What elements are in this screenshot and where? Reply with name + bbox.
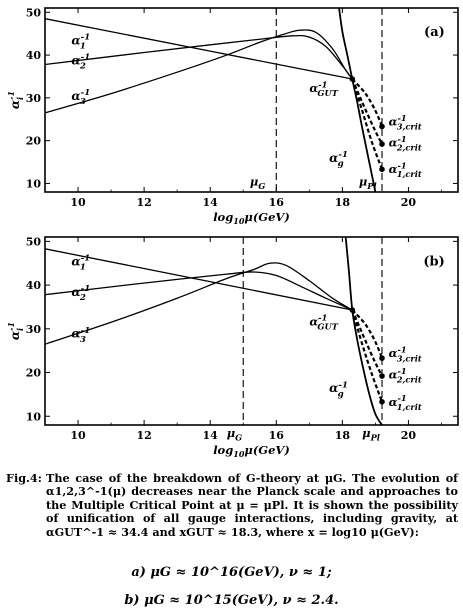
y-tick-label: 20 bbox=[26, 367, 42, 380]
branch-alpha1-crit-point bbox=[379, 399, 385, 405]
series-alpha1 bbox=[45, 248, 353, 311]
label-mu-g: μG bbox=[250, 175, 265, 191]
x-tick-label: 10 bbox=[70, 429, 86, 442]
branch-alpha1-crit-point bbox=[379, 166, 385, 173]
label-alpha3-crit: α-1 3,crit bbox=[389, 113, 422, 133]
series-alpha-g bbox=[338, 8, 377, 192]
label-alpha1-crit: α-1 1,crit bbox=[389, 161, 422, 181]
label-alpha-g: α-1 g bbox=[329, 150, 348, 169]
label-alpha3: α-1 3 bbox=[71, 88, 90, 107]
branch-alpha3-crit bbox=[351, 309, 384, 359]
gut-point bbox=[349, 307, 356, 313]
y-tick-label: 30 bbox=[26, 92, 42, 105]
x-tick-label: 16 bbox=[269, 196, 285, 209]
x-tick-label: 14 bbox=[203, 429, 219, 442]
figure-caption: Fig.4: The case of the breakdown of G-th… bbox=[6, 471, 458, 539]
label-alpha2-crit: α-1 2,crit bbox=[389, 366, 422, 386]
branch-alpha2-crit bbox=[351, 309, 383, 377]
branch-alpha3-crit-point bbox=[379, 355, 385, 361]
x-tick-label: 20 bbox=[401, 196, 417, 209]
x-axis-label: log10μ(GeV) bbox=[213, 210, 290, 226]
x-tick-label: 14 bbox=[203, 196, 219, 209]
plot-frame bbox=[44, 7, 459, 193]
label-alpha-gut: α-1 GUT bbox=[309, 313, 338, 332]
label-mu-g: μG bbox=[227, 426, 242, 442]
y-tick-label: 40 bbox=[26, 49, 42, 62]
series-alpha2 bbox=[45, 34, 353, 80]
y-axis-label: α-1i bbox=[6, 91, 25, 109]
x-axis-label: log10μ(GeV) bbox=[213, 443, 290, 459]
panel-label: (a) bbox=[424, 25, 445, 40]
series-alpha2 bbox=[45, 271, 353, 311]
x-tick-label: 10 bbox=[70, 196, 86, 209]
x-tick-label: 18 bbox=[335, 429, 351, 442]
label-alpha-g: α-1 g bbox=[329, 380, 348, 399]
gut-point bbox=[349, 76, 356, 82]
branch-alpha2-crit-point bbox=[379, 373, 385, 379]
label-alpha1: α-1 1 bbox=[71, 33, 90, 52]
x-tick-label: 18 bbox=[335, 196, 351, 209]
y-tick-label: 30 bbox=[26, 323, 42, 336]
x-tick-label: 16 bbox=[269, 429, 285, 442]
y-tick-label: 20 bbox=[26, 135, 42, 148]
label-alpha2-crit: α-1 2,crit bbox=[389, 134, 422, 154]
branch-alpha3-crit bbox=[351, 78, 384, 127]
x-tick-label: 20 bbox=[401, 429, 417, 442]
series-alpha3 bbox=[45, 29, 353, 114]
y-tick-label: 50 bbox=[26, 6, 42, 19]
branch-alpha3-crit-point bbox=[379, 123, 385, 130]
label-mu-pl: μPl bbox=[362, 426, 380, 442]
branch-alpha1-crit bbox=[351, 78, 384, 170]
series-alpha-g bbox=[344, 237, 383, 425]
label-alpha2: α-1 2 bbox=[71, 53, 90, 72]
label-alpha2: α-1 2 bbox=[71, 284, 90, 303]
label-mu-pl: μPl bbox=[359, 175, 377, 191]
case-a: a) μG ≈ 10^16(GeV), ν ≈ 1; bbox=[131, 565, 332, 580]
label-alpha-gut: α-1 GUT bbox=[309, 79, 338, 98]
label-alpha1: α-1 1 bbox=[71, 254, 90, 273]
panel-a: 10 12 14 16 18 20 10 20 30 40 50 log10μ(GeV) α-1i α-1… bbox=[6, 6, 459, 226]
y-tick-label: 50 bbox=[26, 235, 42, 248]
x-tick-label: 12 bbox=[136, 429, 151, 442]
case-b: b) μG ≈ 10^15(GeV), ν ≈ 2.4. bbox=[124, 593, 339, 608]
branch-alpha2-crit bbox=[351, 78, 383, 145]
y-tick-label: 10 bbox=[26, 410, 42, 423]
y-tick-label: 40 bbox=[26, 279, 42, 292]
panel-b: 10 12 14 16 18 20 10 20 30 40 50 log10μ(GeV) α-1i α-1… bbox=[6, 235, 459, 459]
branch-alpha2-crit-point bbox=[379, 141, 385, 147]
series-alpha1 bbox=[45, 18, 353, 80]
figure-panels: 10 12 14 16 18 20 10 20 30 40 50 log10μ(GeV) α-1i α-1… bbox=[6, 6, 459, 459]
panel-label: (b) bbox=[423, 254, 444, 269]
y-tick-label: 10 bbox=[26, 177, 42, 190]
label-alpha3-crit: α-1 3,crit bbox=[389, 345, 422, 365]
caption-label: Fig.4: bbox=[6, 471, 42, 485]
x-tick-label: 12 bbox=[136, 196, 151, 209]
series-alpha3 bbox=[45, 262, 353, 345]
plot-frame bbox=[44, 236, 459, 426]
label-alpha3: α-1 3 bbox=[71, 326, 90, 345]
branch-alpha1-crit bbox=[351, 309, 384, 403]
label-alpha1-crit: α-1 1,crit bbox=[389, 393, 422, 413]
caption-text: The case of the breakdown of G-theory at… bbox=[46, 471, 458, 539]
y-axis-label: α-1i bbox=[6, 322, 25, 340]
